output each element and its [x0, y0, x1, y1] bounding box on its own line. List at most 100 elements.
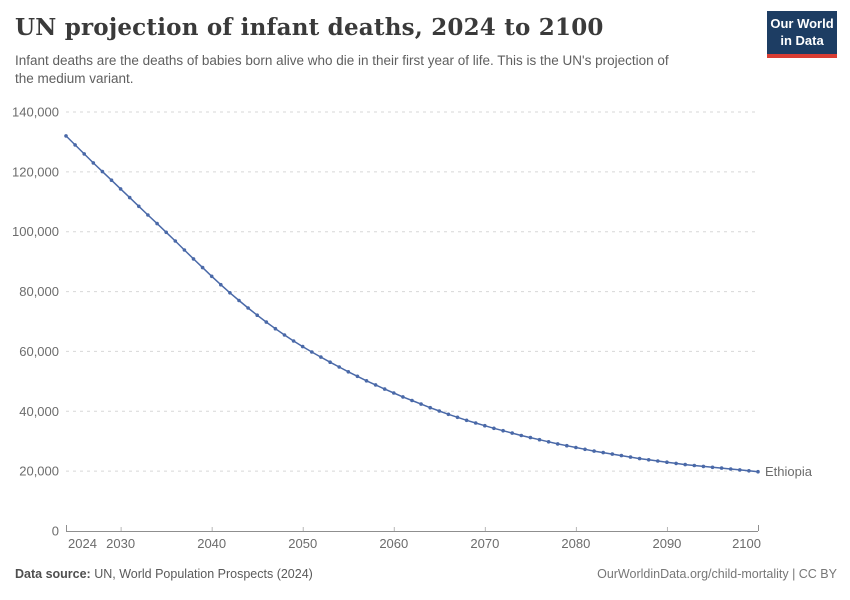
data-point[interactable]	[255, 313, 259, 318]
data-source-note: Data source: UN, World Population Prospe…	[15, 567, 313, 581]
data-point[interactable]	[282, 333, 287, 337]
data-point[interactable]	[137, 204, 141, 209]
y-axis-label: 140,000	[12, 105, 59, 120]
y-axis-label: 120,000	[12, 164, 59, 179]
data-point[interactable]	[246, 306, 250, 310]
data-point[interactable]	[583, 447, 587, 452]
data-point[interactable]	[756, 469, 760, 474]
data-point[interactable]	[637, 456, 642, 461]
data-point[interactable]	[219, 282, 223, 287]
data-point[interactable]	[200, 265, 205, 270]
data-point[interactable]	[328, 360, 332, 365]
data-point[interactable]	[382, 387, 387, 391]
owid-logo-line1: Our World	[770, 16, 834, 31]
data-point[interactable]	[565, 443, 569, 448]
data-point[interactable]	[719, 466, 724, 470]
data-point[interactable]	[455, 415, 460, 420]
data-point[interactable]	[310, 350, 314, 354]
x-axis-label: 2080	[561, 536, 590, 551]
data-point[interactable]	[492, 426, 496, 431]
data-point[interactable]	[264, 320, 269, 324]
data-point[interactable]	[747, 469, 751, 473]
data-point[interactable]	[610, 452, 615, 456]
x-axis-label: 2050	[288, 536, 317, 551]
data-point[interactable]	[601, 450, 605, 455]
data-point[interactable]	[683, 462, 687, 467]
data-point[interactable]	[237, 298, 241, 303]
data-point[interactable]	[501, 428, 505, 433]
data-point[interactable]	[291, 339, 296, 343]
data-point[interactable]	[146, 213, 150, 217]
data-point[interactable]	[164, 230, 168, 235]
data-point[interactable]	[100, 169, 105, 174]
data-point[interactable]	[109, 178, 114, 182]
data-point[interactable]	[510, 431, 514, 435]
data-point[interactable]	[419, 402, 423, 406]
data-point[interactable]	[228, 291, 232, 295]
data-point[interactable]	[64, 134, 68, 138]
data-point[interactable]	[738, 468, 742, 472]
y-axis-label: 60,000	[19, 344, 59, 359]
data-point[interactable]	[519, 433, 524, 438]
data-point[interactable]	[537, 437, 542, 442]
chart-title: UN projection of infant deaths, 2024 to …	[15, 14, 604, 41]
data-point[interactable]	[300, 344, 305, 349]
data-point[interactable]	[319, 355, 323, 359]
data-point[interactable]	[437, 409, 442, 413]
y-axis-label: 40,000	[19, 404, 59, 419]
data-point[interactable]	[546, 440, 551, 444]
x-axis-label: 2100	[732, 536, 761, 551]
data-point[interactable]	[127, 195, 132, 200]
data-point[interactable]	[173, 239, 178, 243]
data-point[interactable]	[473, 421, 478, 425]
data-point[interactable]	[464, 418, 469, 423]
data-point[interactable]	[665, 460, 669, 465]
data-point[interactable]	[337, 365, 342, 369]
data-point[interactable]	[346, 370, 351, 374]
data-point[interactable]	[674, 461, 678, 466]
data-point[interactable]	[401, 395, 405, 399]
data-point[interactable]	[592, 449, 596, 453]
x-axis-label: 2090	[652, 536, 681, 551]
data-point[interactable]	[355, 374, 360, 379]
data-point[interactable]	[555, 442, 560, 446]
data-point[interactable]	[82, 152, 86, 156]
data-point[interactable]	[701, 464, 706, 469]
data-point[interactable]	[619, 453, 624, 458]
y-axis-label: 0	[52, 524, 59, 539]
data-point[interactable]	[191, 257, 196, 261]
trend-line[interactable]	[65, 135, 759, 473]
data-source-label: Data source:	[15, 567, 91, 581]
y-axis-label: 100,000	[12, 224, 59, 239]
data-point[interactable]	[273, 326, 278, 331]
data-point[interactable]	[118, 187, 123, 191]
data-point[interactable]	[574, 445, 578, 450]
data-point[interactable]	[73, 143, 77, 147]
data-point[interactable]	[155, 221, 159, 226]
data-point[interactable]	[646, 458, 651, 462]
y-axis-label: 80,000	[19, 284, 59, 299]
x-axis-label: 2070	[470, 536, 499, 551]
data-point[interactable]	[209, 274, 214, 279]
data-point[interactable]	[656, 459, 660, 463]
data-point[interactable]	[91, 161, 96, 165]
y-axis-label: 20,000	[19, 464, 59, 479]
data-point[interactable]	[373, 383, 378, 387]
data-point[interactable]	[528, 435, 533, 440]
data-point[interactable]	[428, 405, 433, 410]
data-point[interactable]	[446, 412, 451, 417]
data-point[interactable]	[410, 398, 414, 403]
data-point[interactable]	[483, 423, 487, 428]
data-point[interactable]	[710, 465, 715, 470]
data-point[interactable]	[182, 248, 187, 252]
x-axis-label: 2024	[68, 536, 97, 551]
series-end-label[interactable]: Ethiopia	[765, 464, 813, 479]
data-point[interactable]	[392, 391, 396, 395]
data-point[interactable]	[628, 455, 633, 459]
owid-logo[interactable]: Our World in Data	[767, 11, 837, 58]
data-point[interactable]	[728, 467, 733, 471]
owid-logo-line2: in Data	[780, 32, 824, 48]
owid-credit-link[interactable]: OurWorldinData.org/child-mortality | CC …	[597, 567, 837, 581]
data-point[interactable]	[364, 379, 369, 383]
data-point[interactable]	[692, 463, 697, 468]
